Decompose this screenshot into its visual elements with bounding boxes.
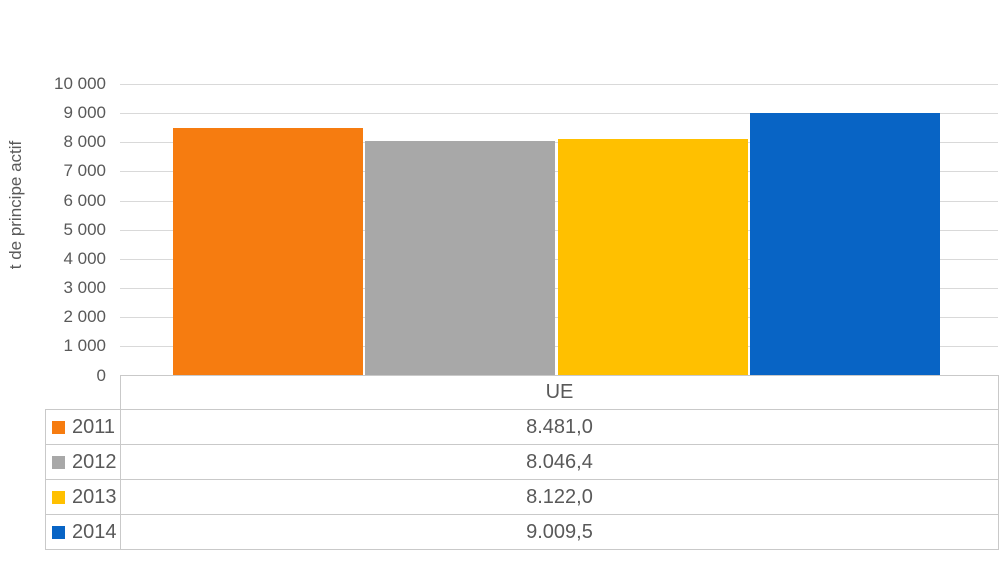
bar-2013	[557, 138, 748, 376]
value-cell: 8.481,0	[120, 409, 999, 445]
gridline	[120, 113, 998, 115]
legend-swatch	[52, 490, 65, 504]
y-tick-label: 4 000	[63, 248, 106, 268]
legend-year-label: 2014	[72, 520, 117, 543]
table-row: 2012 8.046,4	[45, 444, 999, 480]
table-corner-blank	[46, 376, 121, 410]
table-row: 2011 8.481,0	[45, 409, 999, 445]
legend-swatch	[52, 455, 65, 469]
y-tick-label: 8 000	[63, 132, 106, 152]
legend-swatch	[52, 420, 65, 434]
y-tick-label: 6 000	[63, 190, 106, 210]
legend-cell-2012: 2012	[45, 444, 121, 480]
y-tick-label: 1 000	[63, 336, 106, 356]
legend-cell-2014: 2014	[45, 514, 121, 550]
category-header: UE	[120, 375, 999, 410]
legend-cell-2013: 2013	[45, 479, 121, 515]
legend-cell-2011: 2011	[45, 409, 121, 445]
legend-year-label: 2013	[72, 485, 117, 508]
table-header-row: UE	[46, 375, 999, 410]
gridline	[120, 84, 998, 85]
value-cell: 9.009,5	[120, 514, 999, 550]
bar-2012	[365, 140, 556, 376]
y-tick-label: 2 000	[63, 307, 106, 327]
bar-2014	[749, 112, 940, 376]
value-cell: 8.122,0	[120, 479, 999, 515]
y-tick-label: 5 000	[63, 219, 106, 239]
y-tick-label: 0	[96, 365, 106, 385]
y-tick-label: 7 000	[63, 161, 106, 181]
legend-year-label: 2011	[72, 415, 116, 438]
bar-2011	[173, 128, 363, 376]
legend-swatch	[52, 525, 65, 539]
y-tick-label: 3 000	[63, 278, 106, 298]
legend-year-label: 2012	[72, 450, 117, 473]
plot-area	[120, 84, 998, 376]
y-tick-label: 9 000	[63, 103, 106, 123]
table-row: 2013 8.122,0	[45, 479, 999, 515]
y-tick-label: 10 000	[54, 74, 106, 93]
value-cell: 8.046,4	[120, 444, 999, 480]
table-row: 2014 9.009,5	[45, 514, 999, 550]
data-table: UE 2011 8.481,0 2012 8.046,4 2013 8.122,0 2014 9…	[45, 375, 999, 550]
